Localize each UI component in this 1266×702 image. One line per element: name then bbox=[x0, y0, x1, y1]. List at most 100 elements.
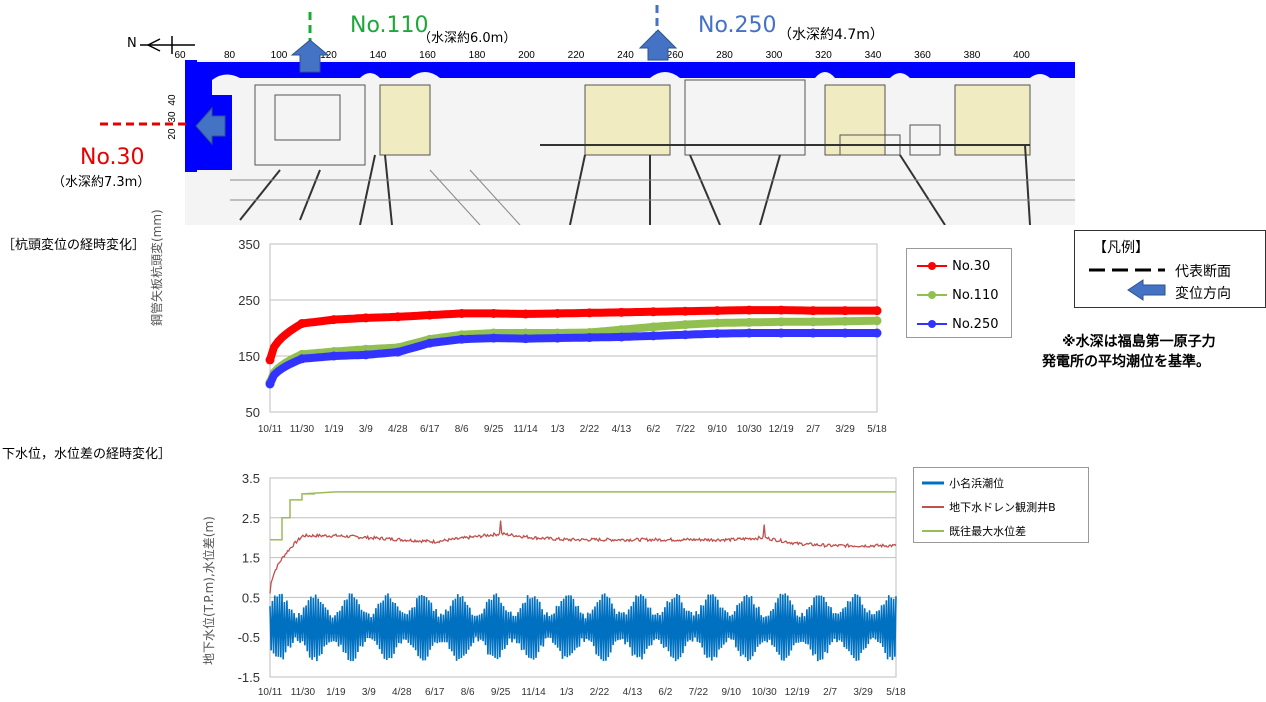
data-point bbox=[297, 354, 307, 364]
data-point bbox=[265, 355, 275, 365]
data-point bbox=[712, 329, 722, 339]
x-tick-label: 6/17 bbox=[420, 424, 440, 435]
legend-item-maxdiff: 既往最大水位差 bbox=[922, 520, 1026, 539]
y-tick-label: 250 bbox=[238, 293, 260, 308]
legend-swatch-blue bbox=[917, 319, 947, 328]
plan-left-tick: 40 bbox=[167, 94, 178, 106]
data-point bbox=[425, 310, 435, 320]
x-tick-label: 2/7 bbox=[806, 424, 820, 435]
x-tick-label: 11/14 bbox=[521, 687, 546, 698]
legend-item-no30: No.30 bbox=[917, 255, 990, 274]
series-line-tide bbox=[269, 593, 897, 662]
data-point bbox=[553, 333, 563, 343]
series-line-No.110 bbox=[266, 316, 881, 387]
x-tick-label: 4/13 bbox=[623, 687, 643, 698]
x-tick-label: 8/6 bbox=[455, 424, 469, 435]
x-tick-label: 9/10 bbox=[708, 424, 728, 435]
x-tick-label: 3/9 bbox=[359, 424, 373, 435]
data-point bbox=[776, 305, 786, 315]
data-point bbox=[712, 318, 722, 328]
plan-scale-tick: 240 bbox=[617, 50, 634, 61]
x-tick-label: 6/2 bbox=[658, 687, 672, 698]
section-no30-label: No.30 bbox=[80, 145, 145, 170]
data-point bbox=[329, 351, 339, 361]
section-no250-depth: （水深約4.7m） bbox=[778, 27, 884, 43]
legend-label: No.30 bbox=[952, 259, 991, 274]
section1-title: ［杭頭変位の経時変化］ bbox=[2, 238, 146, 253]
x-tick-label: 11/30 bbox=[290, 424, 315, 435]
data-point bbox=[744, 317, 754, 327]
plan-scale-tick: 340 bbox=[865, 50, 882, 61]
legend-item-no110: No.110 bbox=[917, 284, 999, 303]
plan-scale-tick: 320 bbox=[815, 50, 832, 61]
plot-area bbox=[269, 243, 878, 413]
section-no110-label: No.110 bbox=[350, 13, 429, 38]
legend-swatch-drain bbox=[922, 505, 944, 508]
y-tick-label: 2.5 bbox=[242, 511, 260, 526]
y-tick-label: 50 bbox=[246, 405, 260, 420]
x-tick-label: 7/22 bbox=[676, 424, 696, 435]
legend-label: 既往最大水位差 bbox=[949, 525, 1027, 538]
data-point bbox=[680, 330, 690, 340]
data-point bbox=[776, 317, 786, 327]
legend-label: No.110 bbox=[952, 288, 999, 303]
data-point bbox=[553, 308, 563, 318]
y-tick-label: -1.5 bbox=[238, 670, 260, 685]
plan-scale-tick: 180 bbox=[469, 50, 486, 61]
legend-label: 小名浜潮位 bbox=[949, 477, 1005, 490]
data-point bbox=[393, 312, 403, 322]
legend-item-drain: 地下水ドレン観測井B bbox=[922, 496, 1056, 515]
data-point bbox=[616, 307, 626, 317]
data-point bbox=[584, 308, 594, 318]
data-point bbox=[521, 309, 531, 319]
data-point bbox=[872, 316, 882, 326]
section-no30-depth: （水深約7.3m） bbox=[52, 175, 151, 190]
x-tick-label: 6/2 bbox=[646, 424, 660, 435]
data-point bbox=[393, 347, 403, 357]
series-line-maxdiff bbox=[270, 491, 896, 541]
north-label: N bbox=[127, 36, 137, 51]
plan-scale-tick: 300 bbox=[766, 50, 783, 61]
map-legend-line-label: 代表断面 bbox=[1175, 264, 1231, 280]
note-line-1: ※水深は福島第一原子力 bbox=[1062, 334, 1216, 350]
x-tick-label: 4/28 bbox=[388, 424, 408, 435]
plan-scale-tick: 140 bbox=[370, 50, 387, 61]
x-tick-label: 3/9 bbox=[362, 687, 376, 698]
data-point bbox=[872, 306, 882, 316]
section-no250-label: No.250 bbox=[698, 13, 777, 38]
series-line-drain bbox=[269, 520, 897, 594]
data-point bbox=[457, 308, 467, 318]
legend-swatch-maxdiff bbox=[922, 529, 944, 532]
x-tick-label: 4/28 bbox=[392, 687, 412, 698]
arrow-no250 bbox=[638, 29, 678, 61]
x-tick-label: 2/22 bbox=[590, 687, 610, 698]
map-legend-box: 【凡例】 代表断面 変位方向 bbox=[1074, 230, 1266, 308]
data-point bbox=[361, 313, 371, 323]
x-tick-label: 1/3 bbox=[551, 424, 565, 435]
plan-scale-tick: 360 bbox=[914, 50, 931, 61]
arrow-no30 bbox=[195, 106, 226, 146]
data-point bbox=[265, 379, 275, 389]
legend-label: 地下水ドレン観測井B bbox=[949, 501, 1056, 514]
y-tick-label: 150 bbox=[238, 349, 260, 364]
legend-label: No.250 bbox=[952, 317, 999, 332]
seawall-band bbox=[185, 62, 1075, 170]
chart2-legend: 小名浜潮位 地下水ドレン観測井B 既往最大水位差 bbox=[913, 467, 1089, 543]
data-point bbox=[808, 317, 818, 327]
plot-area bbox=[269, 477, 897, 678]
x-tick-label: 2/22 bbox=[580, 424, 600, 435]
data-point bbox=[872, 328, 882, 338]
plan-left-tick: 30 bbox=[167, 111, 178, 123]
section-no110-depth: （水深約6.0m） bbox=[418, 31, 517, 46]
chart1-legend: No.30 No.110 No.250 bbox=[906, 248, 1012, 338]
chart1-ylabel: 鋼管矢板杭頭変(mm) bbox=[150, 209, 164, 326]
x-tick-label: 2/7 bbox=[823, 687, 837, 698]
site-plan-drawing: 6080100120140160180200220240260280300320… bbox=[100, 5, 1075, 225]
legend-item-tide: 小名浜潮位 bbox=[922, 472, 1004, 491]
x-tick-label: 3/29 bbox=[853, 687, 873, 698]
plan-scale-tick: 400 bbox=[1013, 50, 1030, 61]
data-point bbox=[840, 316, 850, 326]
x-tick-label: 3/29 bbox=[835, 424, 855, 435]
data-point bbox=[616, 325, 626, 335]
plan-left-tick: 20 bbox=[167, 128, 178, 140]
